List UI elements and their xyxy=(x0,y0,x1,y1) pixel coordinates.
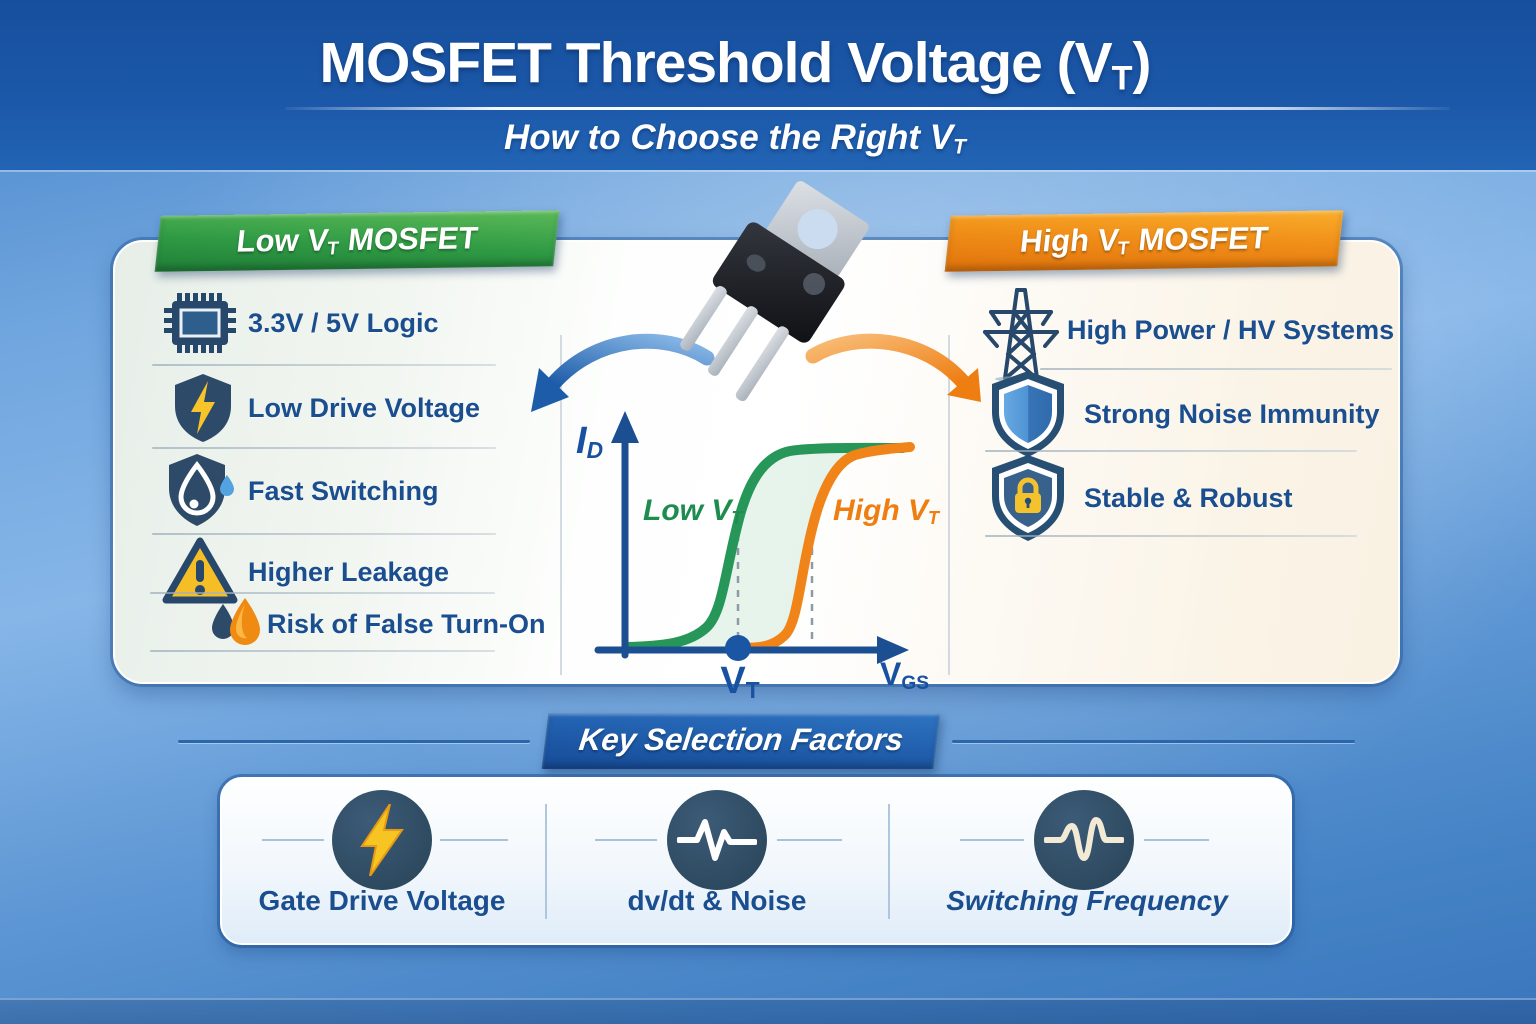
threshold-label: VT xyxy=(720,660,760,704)
list-item-label: Low Drive Voltage xyxy=(248,392,481,423)
high-vt-curve xyxy=(733,442,915,653)
warning-triangle-icon xyxy=(152,536,248,608)
list-item-label: Risk of False Turn-On xyxy=(267,608,546,639)
key-banner-line-right xyxy=(952,740,1355,743)
header-band: MOSFET Threshold Voltage (VT) How to Cho… xyxy=(0,0,1536,170)
page-subtitle: How to Choose the Right VT xyxy=(504,118,966,159)
transfer-curve-plot xyxy=(594,411,915,664)
list-item-label: Higher Leakage xyxy=(248,556,450,587)
low-curve-label: Low VT xyxy=(643,494,743,528)
row-divider xyxy=(985,535,1357,537)
list-item-label: Stable & Robust xyxy=(1084,482,1293,513)
list-item-label: Strong Noise Immunity xyxy=(1084,398,1380,429)
list-item: 3.3V / 5V Logic xyxy=(152,292,439,354)
high-curve-label: High VT xyxy=(833,494,939,528)
card-divider xyxy=(545,804,547,919)
key-factors-card: Gate Drive Voltage dv/dt & Noise Switchi… xyxy=(220,777,1292,945)
row-divider xyxy=(1040,368,1392,370)
key-factors-banner: Key Selection Factors xyxy=(541,713,941,769)
key-banner-line-left xyxy=(178,740,530,743)
row-divider xyxy=(985,450,1357,452)
split-arrows xyxy=(531,333,981,412)
list-item: Low Drive Voltage xyxy=(158,372,480,444)
x-axis-label: VGS xyxy=(880,656,930,695)
mosfet-package-image xyxy=(680,181,869,402)
x-axis-arrowhead xyxy=(877,636,909,664)
curve-gap-shading xyxy=(628,447,910,648)
orange-curved-arrow xyxy=(805,333,981,402)
high-vt-banner: High VT MOSFET xyxy=(944,210,1344,272)
shield-bolt-icon xyxy=(158,372,248,444)
panel-divider-right xyxy=(948,335,950,675)
list-item: Higher Leakage xyxy=(152,536,449,608)
blue-curved-arrow xyxy=(531,333,715,412)
row-divider xyxy=(150,592,495,594)
y-axis-arrowhead xyxy=(611,411,639,443)
list-item: Stable & Robust xyxy=(972,452,1293,544)
factor-label: Switching Frequency xyxy=(946,885,1228,916)
vt-point xyxy=(725,635,751,661)
list-item-label: 3.3V / 5V Logic xyxy=(248,307,439,338)
waveform-icon xyxy=(1034,790,1134,890)
row-divider xyxy=(152,447,496,449)
shield-lock-icon xyxy=(972,452,1084,544)
chip-icon xyxy=(152,292,248,354)
list-item: Strong Noise Immunity xyxy=(972,368,1380,460)
shield-drop-icon xyxy=(155,452,248,530)
row-divider xyxy=(152,364,496,366)
list-item: Fast Switching xyxy=(155,452,439,530)
panel-divider-left xyxy=(560,335,562,675)
page-title: MOSFET Threshold Voltage (VT) xyxy=(319,31,1151,98)
blue-shield-icon xyxy=(972,368,1084,460)
list-item-label: Fast Switching xyxy=(248,475,439,506)
factor-label: dv/dt & Noise xyxy=(627,885,807,916)
lightning-icon xyxy=(332,790,432,890)
header-divider xyxy=(285,107,1450,110)
low-vt-curve xyxy=(623,442,908,652)
row-divider xyxy=(152,533,496,535)
low-vt-banner: Low VT MOSFET xyxy=(154,210,560,272)
list-item-label: High Power / HV Systems xyxy=(1067,314,1395,345)
factor-label: Gate Drive Voltage xyxy=(258,885,506,916)
bottom-band xyxy=(0,998,1536,1024)
list-item: Risk of False Turn-On xyxy=(205,596,546,652)
row-divider xyxy=(150,650,495,652)
waveform-icon xyxy=(667,790,767,890)
droplets-icon xyxy=(205,596,267,652)
card-divider xyxy=(888,804,890,919)
y-axis-label: ID xyxy=(576,420,604,464)
